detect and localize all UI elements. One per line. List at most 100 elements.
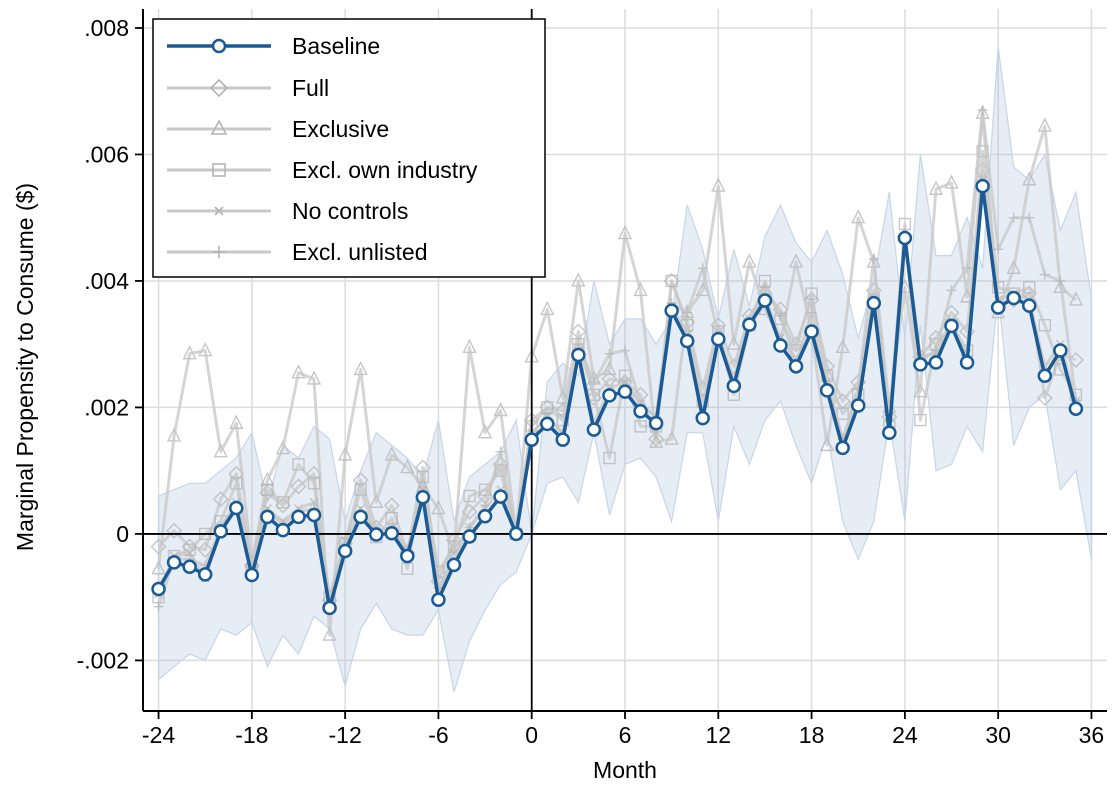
- point-excl-unlisted-27: [946, 285, 957, 296]
- point-excl-unlisted-11: [697, 263, 708, 274]
- point-excl-unlisted-5: [604, 348, 615, 359]
- point-baseline-10: [679, 333, 695, 349]
- legend-item-exclusive: Exclusive: [167, 116, 389, 142]
- point-exclusive--17: [260, 471, 275, 486]
- point-excl-unlisted-15: [759, 282, 770, 293]
- point-excl-unlisted-32: [1024, 212, 1035, 223]
- legend-circle-marker-icon: [211, 38, 227, 54]
- point-baseline--21: [197, 567, 213, 582]
- point-baseline--8: [400, 548, 415, 564]
- point-full--17: [259, 484, 276, 501]
- point-exclusive-35: [1068, 291, 1084, 306]
- series-line-excl-own-industry: [157, 149, 1078, 599]
- point-baseline-23: [882, 425, 897, 440]
- legend-item-baseline: Baseline: [167, 33, 380, 59]
- legend-item-excl-unlisted: Excl. unlisted: [167, 239, 428, 265]
- point-exclusive--13: [322, 626, 337, 641]
- point-full--21: [197, 541, 214, 558]
- point-baseline--16: [275, 522, 291, 538]
- point-exclusive-11: [695, 281, 710, 297]
- legend-item-full: Full: [167, 75, 329, 101]
- y-axis-title: Marginal Propensity to Consume ($): [12, 183, 38, 551]
- point-baseline-6: [617, 384, 633, 399]
- point-baseline--10: [368, 527, 384, 542]
- legend-diamond-marker-icon: [209, 78, 229, 98]
- point-exclusive--20: [213, 443, 228, 458]
- point-excl-unlisted-3: [573, 339, 584, 350]
- point-full-5: [601, 370, 618, 387]
- point-exclusive-5: [602, 360, 617, 376]
- point-baseline--23: [166, 555, 182, 570]
- series-line-no-controls: [157, 178, 1078, 599]
- point-full-8: [648, 431, 665, 448]
- point-excl-own-industry-5: [603, 451, 616, 465]
- point-full--20: [212, 491, 229, 508]
- point-baseline-19: [819, 383, 835, 398]
- point-excl-own-industry-9: [665, 274, 678, 288]
- point-baseline--9: [384, 526, 400, 541]
- y-tick-label: -.002: [77, 647, 129, 673]
- point-baseline--22: [182, 559, 197, 575]
- x-tick-label: 24: [892, 722, 918, 748]
- point-baseline--13: [322, 600, 337, 616]
- point-exclusive-20: [835, 338, 850, 354]
- point-excl-unlisted-30: [993, 244, 1004, 255]
- point-excl-own-industry--7: [416, 470, 430, 484]
- point-excl-own-industry-7: [634, 420, 647, 433]
- legend-label-no-controls: No controls: [292, 198, 408, 224]
- point-excl-own-industry-25: [914, 413, 927, 427]
- point-baseline-15: [757, 293, 773, 308]
- point-exclusive-33: [1037, 117, 1052, 132]
- point-baseline-8: [648, 415, 664, 431]
- point-exclusive--24: [151, 560, 166, 575]
- legend-item-excl-own-industry: Excl. own industry: [167, 157, 478, 183]
- point-baseline--1: [508, 526, 524, 542]
- point-full-18: [803, 291, 820, 308]
- point-baseline--19: [229, 500, 244, 516]
- point-exclusive-34: [1053, 278, 1068, 293]
- point-baseline--18: [244, 567, 260, 583]
- point-exclusive--9: [384, 446, 399, 461]
- point-excl-own-industry-33: [1038, 319, 1052, 332]
- point-baseline--4: [462, 529, 477, 544]
- point-full--24: [150, 538, 167, 555]
- x-tick-label: -18: [235, 722, 268, 748]
- point-exclusive-13: [726, 335, 741, 350]
- point-baseline-7: [633, 403, 648, 419]
- point-baseline-5: [602, 388, 617, 403]
- y-tick-label: .006: [84, 141, 129, 167]
- point-excl-unlisted-6: [620, 345, 630, 356]
- legend: Baseline Full Exclusive Excl. own indust…: [152, 18, 546, 278]
- point-baseline-12: [711, 331, 726, 347]
- point-excl-own-industry--17: [261, 483, 274, 496]
- point-exclusive--14: [306, 370, 322, 385]
- legend-square-marker-icon: [212, 163, 226, 177]
- point-excl-unlisted-34: [1055, 275, 1066, 286]
- point-baseline--3: [477, 508, 493, 524]
- point-baseline-32: [1022, 298, 1037, 313]
- point-baseline-9: [664, 303, 679, 318]
- legend-item-no-controls: No controls: [167, 198, 408, 224]
- point-baseline-25: [913, 357, 928, 372]
- point-baseline-28: [959, 355, 975, 370]
- point-exclusive--15: [291, 364, 306, 379]
- point-exclusive--8: [400, 458, 415, 474]
- point-baseline-11: [695, 410, 710, 426]
- point-baseline-22: [866, 295, 882, 311]
- point-baseline--15: [291, 509, 306, 525]
- point-baseline-29: [975, 178, 990, 194]
- point-excl-own-industry-32: [1023, 281, 1036, 294]
- point-excl-unlisted-4: [588, 377, 599, 388]
- point-baseline--20: [213, 524, 228, 539]
- point-exclusive-17: [788, 253, 804, 268]
- point-exclusive--21: [198, 341, 213, 357]
- point-full--16: [274, 497, 291, 514]
- point-full-33: [1036, 389, 1053, 406]
- x-tick-label: 18: [799, 722, 825, 748]
- point-exclusive-3: [571, 272, 586, 287]
- point-no-controls--22: [185, 548, 195, 558]
- point-exclusive--11: [353, 360, 368, 376]
- point-excl-unlisted--3: [480, 500, 491, 511]
- point-excl-unlisted-29: [977, 105, 988, 116]
- point-baseline--6: [431, 592, 446, 607]
